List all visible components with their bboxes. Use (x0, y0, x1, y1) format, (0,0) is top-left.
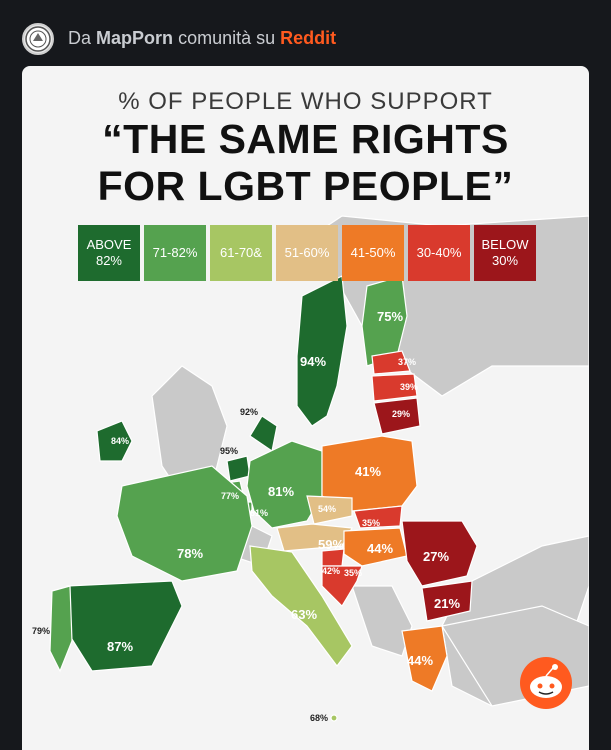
latvia-shape (371, 373, 418, 402)
label-finland: 75% (377, 309, 404, 324)
post-header: Da MapPorn comunità su Reddit (0, 0, 611, 66)
color-legend: ABOVE 82% 71-82% 61-70& 51-60% 41-50% 30-40% B… (78, 225, 536, 281)
community-avatar-icon[interactable] (22, 23, 54, 55)
label-slovakia: 35% (362, 518, 381, 528)
post-source-line: Da MapPorn comunità su Reddit (68, 28, 336, 49)
label-france: 78% (177, 546, 204, 561)
post-image-card[interactable]: % OF PEOPLE WHO SUPPORT “THE SAME RIGHTS… (22, 66, 589, 750)
label-slovenia: 42% (322, 566, 341, 576)
netherlands-shape (226, 455, 251, 482)
label-malta: 68% (310, 713, 329, 723)
community-link[interactable]: MapPorn (96, 28, 174, 48)
croatia-shape (321, 565, 363, 607)
chart-title: “THE SAME RIGHTS FOR LGBT PEOPLE” (22, 116, 589, 210)
legend-chip-0: ABOVE 82% (78, 225, 140, 281)
estonia-shape (371, 350, 411, 375)
label-luxembourg: 81% (250, 508, 269, 518)
label-denmark: 92% (240, 407, 259, 417)
legend-chip-6: BELOW 30% (474, 225, 536, 281)
slovakia-shape (353, 505, 403, 529)
france-shape (116, 465, 253, 582)
label-belgium: 77% (221, 491, 240, 501)
legend-chip-2: 61-70& (210, 225, 272, 281)
source-middle: comunità su (178, 28, 276, 48)
label-estonia: 37% (398, 357, 417, 367)
label-romania: 27% (423, 549, 450, 564)
label-bulgaria: 21% (434, 596, 461, 611)
label-sweden: 94% (300, 354, 327, 369)
legend-chip-3: 51-60% (276, 225, 338, 281)
label-ireland: 84% (111, 436, 130, 446)
great-britain-shape (151, 365, 228, 497)
legend-chip-1: 71-82% (144, 225, 206, 281)
label-poland: 41% (355, 464, 382, 479)
malta-shape (330, 714, 338, 722)
label-netherlands: 95% (220, 446, 239, 456)
label-greece: 44% (407, 653, 434, 668)
italy-shape (249, 545, 353, 667)
platform-link[interactable]: Reddit (280, 28, 337, 48)
title-line-1: “THE SAME RIGHTS (102, 116, 509, 162)
label-hungary: 44% (367, 541, 394, 556)
chart-subtitle: % OF PEOPLE WHO SUPPORT (118, 88, 493, 115)
title-line-2: FOR LGBT PEOPLE” (97, 163, 514, 209)
label-latvia: 39% (400, 382, 419, 392)
label-lithuania: 29% (392, 409, 411, 419)
source-prefix: Da (68, 28, 92, 48)
lithuania-shape (373, 397, 421, 435)
sweden-shape (296, 275, 348, 427)
legend-chip-5: 30-40% (408, 225, 470, 281)
reddit-snoo-icon (520, 657, 572, 709)
spain-shape (66, 580, 183, 672)
greece-shape (401, 625, 448, 692)
germany-shape (246, 440, 323, 529)
label-germany: 81% (268, 484, 295, 499)
denmark-shape (249, 415, 278, 453)
label-austria: 59% (318, 537, 345, 552)
label-croatia: 35% (344, 568, 363, 578)
label-spain: 87% (107, 639, 134, 654)
czechia-shape (306, 495, 353, 525)
portugal-shape (49, 585, 73, 673)
label-czechia: 54% (318, 504, 337, 514)
bulgaria-shape (421, 580, 473, 622)
romania-shape (401, 520, 478, 587)
label-italy: 63% (291, 607, 318, 622)
ireland-shape (96, 420, 133, 462)
balkans-land-shape (351, 585, 413, 657)
legend-chip-4: 41-50% (342, 225, 404, 281)
label-portugal: 79% (32, 626, 51, 636)
